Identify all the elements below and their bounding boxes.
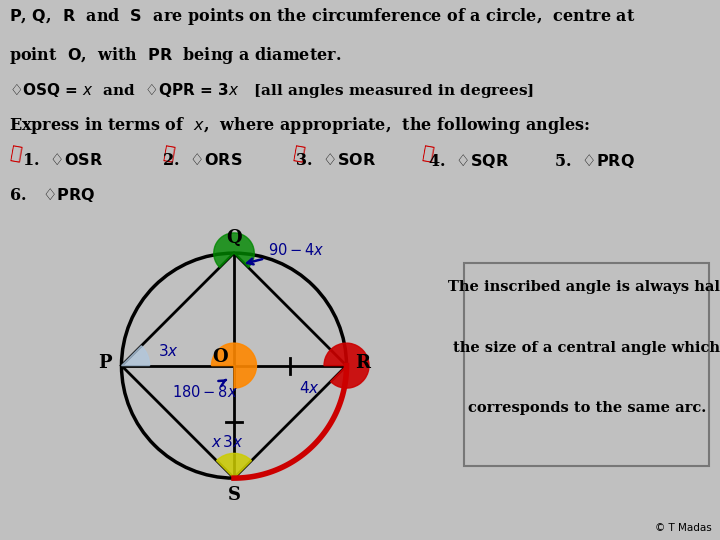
Wedge shape	[214, 233, 254, 267]
Wedge shape	[217, 454, 251, 478]
Text: $3x$: $3x$	[158, 343, 179, 359]
Text: The inscribed angle is always half: The inscribed angle is always half	[448, 280, 720, 294]
Text: $\bf{P}$, $\bf{Q}$,  $\bf{R}$  and  $\bf{S}$  are points on the circumference of: $\bf{P}$, $\bf{Q}$, $\bf{R}$ and $\bf{S}…	[9, 6, 635, 27]
FancyBboxPatch shape	[464, 263, 709, 465]
Text: $180 - 8x$: $180 - 8x$	[172, 380, 238, 400]
Wedge shape	[122, 346, 150, 366]
Wedge shape	[212, 343, 256, 388]
Text: corresponds to the same arc.: corresponds to the same arc.	[468, 401, 706, 415]
Text: S: S	[228, 486, 240, 504]
Text: 6.   $\diamondsuit$$\bf{PRQ}$: 6. $\diamondsuit$$\bf{PRQ}$	[9, 186, 95, 204]
Text: 2.  $\diamondsuit$$\bf{ORS}$: 2. $\diamondsuit$$\bf{ORS}$	[162, 152, 243, 169]
Text: $x\,3x$: $x\,3x$	[211, 434, 243, 450]
Text: Q: Q	[226, 228, 242, 246]
Text: ✔: ✔	[421, 144, 436, 164]
Text: the size of a central angle which: the size of a central angle which	[454, 341, 720, 355]
Wedge shape	[324, 343, 369, 388]
Text: Express in terms of  $\bf{\it{x}}$,  where appropriate,  the following angles:: Express in terms of $\bf{\it{x}}$, where…	[9, 116, 590, 137]
Text: 5.  $\diamondsuit$$\bf{PRQ}$: 5. $\diamondsuit$$\bf{PRQ}$	[554, 152, 635, 170]
Text: ✔: ✔	[162, 144, 176, 164]
Text: © T Madas: © T Madas	[655, 523, 712, 534]
Text: $90 - 4x$: $90 - 4x$	[247, 242, 325, 265]
Text: ✔: ✔	[292, 144, 306, 164]
Text: point  $\bf{O}$,  with  $\bf{PR}$  being a diameter.: point $\bf{O}$, with $\bf{PR}$ being a d…	[9, 44, 341, 65]
Text: ✔: ✔	[9, 144, 23, 164]
Text: O: O	[212, 348, 228, 366]
Text: 1.  $\diamondsuit$$\bf{OSR}$: 1. $\diamondsuit$$\bf{OSR}$	[22, 152, 103, 169]
Text: R: R	[355, 354, 370, 373]
Text: 4.  $\diamondsuit$$\bf{SQR}$: 4. $\diamondsuit$$\bf{SQR}$	[428, 152, 510, 170]
Text: P: P	[98, 354, 112, 373]
Text: $\diamondsuit$$\bf{OSQ}$ = $\bf{\it{x}}$  and  $\diamondsuit$$\bf{QPR}$ = $\bf{3: $\diamondsuit$$\bf{OSQ}$ = $\bf{\it{x}}$…	[9, 81, 534, 100]
Text: $4x$: $4x$	[300, 380, 320, 396]
Text: 3.  $\diamondsuit$$\bf{SOR}$: 3. $\diamondsuit$$\bf{SOR}$	[295, 152, 377, 169]
